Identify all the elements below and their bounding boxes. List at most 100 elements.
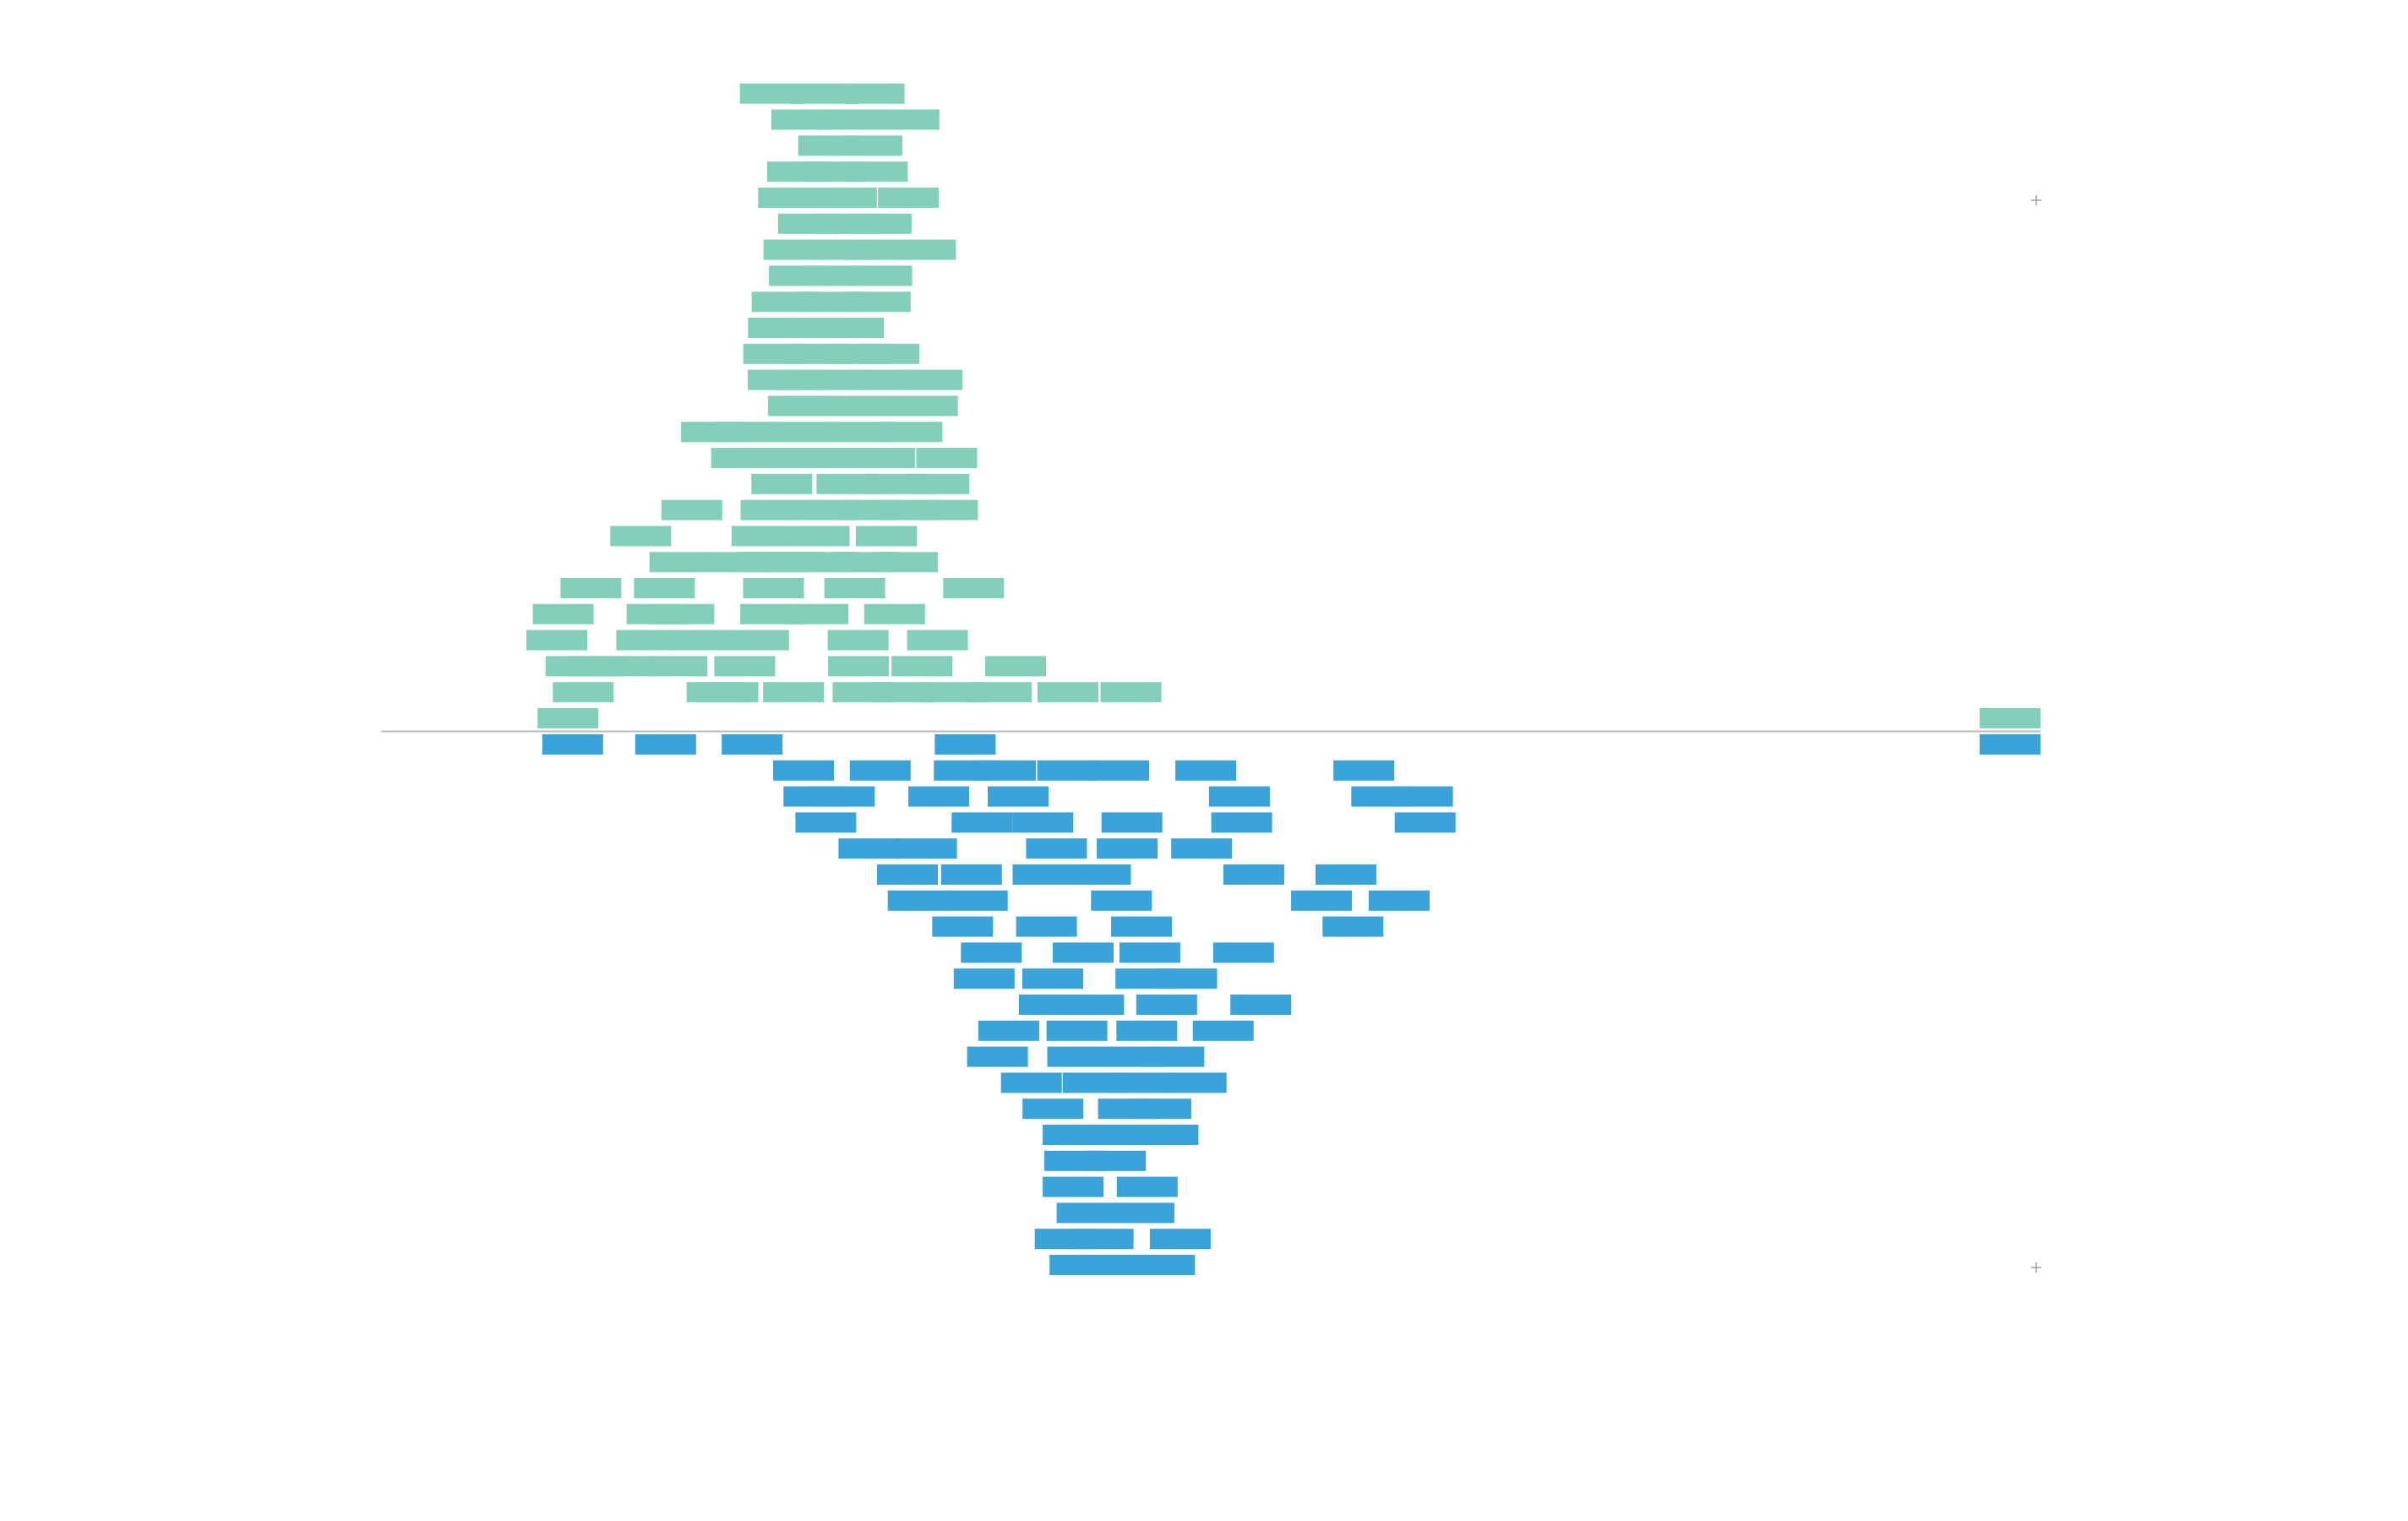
upper-mark-r23-2 [878, 109, 940, 130]
upper-mark-r20-2 [878, 188, 940, 208]
lower-mark-r1-7 [1333, 760, 1395, 781]
corner-crosshair-top [2031, 195, 2041, 205]
upper-mark-r7-0 [610, 526, 672, 547]
upper-mark-r8-1 [740, 499, 802, 521]
lower-mark-r20-2 [1134, 1255, 1196, 1275]
lower-mark-r7-2 [1111, 916, 1173, 937]
lower-mark-r9-1 [1022, 968, 1083, 989]
upper-mark-r5-1 [634, 578, 695, 598]
upper-mark-r1-0 [553, 682, 614, 703]
lower-mark-r14-0 [1022, 1098, 1084, 1120]
upper-mark-r8-5 [917, 499, 978, 521]
lower-mark-r0-0 [542, 734, 603, 755]
upper-mark-r15-2 [823, 318, 885, 338]
lower-mark-r7-1 [1016, 916, 1077, 937]
lower-mark-r10-1 [1063, 995, 1125, 1015]
lower-mark-r3-1 [951, 812, 1013, 833]
lower-mark-r5-5 [1316, 864, 1376, 885]
lower-mark-r11-1 [1046, 1020, 1108, 1041]
lower-mark-r2-6 [1392, 786, 1453, 807]
lower-mark-r10-3 [1230, 995, 1292, 1015]
upper-mark-r13-4 [902, 369, 963, 390]
lower-mark-r19-1 [1072, 1229, 1134, 1250]
upper-mark-r11-2 [771, 422, 833, 443]
upper-mark-r11-1 [713, 422, 775, 443]
lower-mark-r15-2 [1137, 1125, 1199, 1145]
upper-mark-r5-4 [943, 578, 1005, 598]
lower-mark-r5-4 [1223, 864, 1284, 885]
upper-mark-r0-0 [537, 708, 599, 728]
upper-mark-r11-3 [829, 422, 890, 443]
lower-mark-r1-3 [975, 760, 1037, 781]
lower-mark-r2-3 [988, 786, 1049, 807]
upper-mark-r20-0 [758, 188, 820, 208]
upper-mark-r18-0 [763, 239, 825, 260]
lower-mark-r18-0 [1056, 1202, 1118, 1224]
lower-mark-r17-1 [1116, 1176, 1178, 1197]
upper-mark-r2-5 [828, 656, 890, 677]
lower-mark-r3-3 [1101, 812, 1163, 833]
upper-mark-r9-0 [751, 473, 813, 494]
corner-crosshair-bottom [2031, 1262, 2041, 1273]
lower-mark-r7-0 [932, 916, 994, 937]
lower-mark-r4-3 [1097, 838, 1158, 859]
lower-mark-r10-2 [1136, 995, 1197, 1015]
upper-mark-r2-2 [594, 656, 656, 677]
lower-mark-r2-2 [908, 786, 970, 807]
lower-mark-r11-0 [978, 1020, 1039, 1041]
upper-mark-r3-1 [616, 630, 678, 651]
lower-mark-r1-1 [849, 760, 911, 781]
upper-mark-r1-2 [697, 682, 759, 703]
upper-mark-r9-3 [908, 473, 970, 494]
lower-mark-r3-4 [1211, 812, 1272, 833]
lower-mark-r0-2 [722, 734, 783, 755]
lower-mark-r13-3 [1165, 1072, 1227, 1093]
lower-mark-r5-1 [940, 864, 1002, 885]
upper-mark-r3-2 [671, 630, 732, 651]
lower-mark-r11-2 [1116, 1020, 1178, 1041]
lower-mark-r1-6 [1175, 760, 1237, 781]
upper-mark-r4-5 [864, 603, 925, 624]
lower-mark-r12-1 [1047, 1046, 1109, 1067]
upper-mark-r4-4 [787, 603, 848, 624]
upper-mark-r12-1 [781, 395, 842, 417]
lower-mark-r14-2 [1130, 1098, 1191, 1120]
upper-mark-r1-5 [870, 682, 932, 703]
upper-mark-r5-3 [824, 578, 885, 598]
upper-mark-r12-2 [838, 395, 900, 417]
lower-mark-r8-0 [961, 942, 1022, 963]
upper-mark-r20-1 [815, 188, 877, 208]
upper-series [526, 83, 2040, 728]
upper-mark-r0-1 [1980, 708, 2040, 728]
upper-mark-r8-0 [661, 499, 722, 521]
upper-mark-r14-3 [858, 343, 920, 364]
upper-mark-r17-2 [851, 265, 913, 286]
lower-mark-r7-3 [1322, 916, 1384, 937]
lower-mark-r19-2 [1149, 1229, 1211, 1250]
lower-mark-r5-0 [877, 864, 938, 885]
upper-mark-r18-3 [895, 239, 956, 260]
lower-mark-r0-5 [1980, 734, 2040, 755]
lower-mark-r4-0 [838, 838, 900, 859]
upper-mark-r5-2 [743, 578, 804, 598]
lower-mark-r6-1 [946, 890, 1008, 911]
lower-mark-r6-4 [1369, 890, 1430, 911]
upper-mark-r2-3 [646, 656, 708, 677]
upper-mark-r7-2 [788, 526, 850, 547]
lower-mark-r4-2 [1026, 838, 1087, 859]
lower-mark-r18-1 [1113, 1202, 1174, 1224]
upper-mark-r12-3 [896, 395, 958, 417]
lower-mark-r11-3 [1192, 1020, 1254, 1041]
upper-mark-r3-0 [526, 630, 587, 651]
lower-mark-r8-3 [1212, 942, 1274, 963]
lower-mark-r3-5 [1394, 812, 1456, 833]
upper-mark-r4-0 [532, 603, 594, 624]
lower-mark-r9-3 [1156, 968, 1218, 989]
lower-mark-r17-0 [1043, 1176, 1104, 1197]
upper-mark-r21-2 [847, 161, 908, 183]
lower-mark-r5-3 [1070, 864, 1131, 885]
upper-mark-r24-2 [843, 83, 905, 104]
upper-mark-r1-8 [1038, 682, 1098, 703]
upper-mark-r2-4 [714, 656, 776, 677]
lower-mark-r1-4 [1037, 760, 1098, 781]
